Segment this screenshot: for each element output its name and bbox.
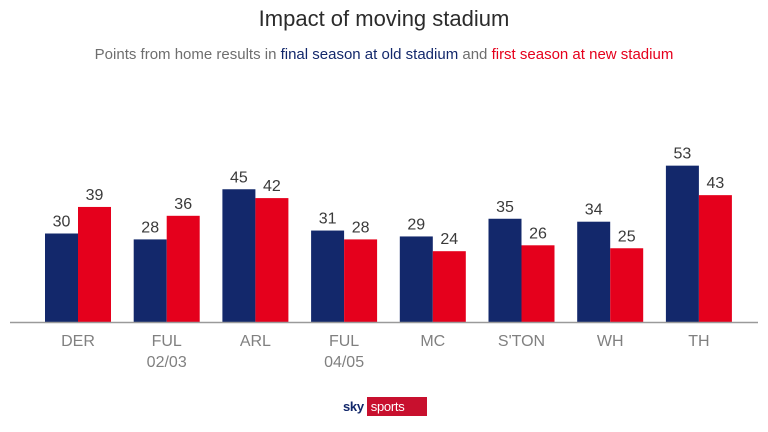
data-label-new-4: 24: [440, 231, 458, 248]
bar-new-3: [344, 239, 378, 322]
category-label-3-0: FUL: [329, 333, 359, 350]
bar-old-5: [488, 218, 522, 322]
data-label-old-3: 31: [319, 211, 337, 228]
bar-old-6: [577, 221, 611, 322]
data-label-old-1: 28: [141, 219, 159, 236]
data-label-old-0: 30: [53, 214, 71, 231]
bar-new-1: [166, 215, 200, 322]
bar-old-2: [222, 189, 256, 322]
subtitle-middle: and: [458, 46, 492, 63]
bar-old-0: [45, 233, 78, 322]
bar-old-7: [665, 165, 699, 322]
category-label-1-0: FUL: [152, 333, 182, 350]
data-label-new-7: 43: [707, 175, 725, 192]
data-label-new-1: 36: [174, 196, 192, 213]
data-label-old-4: 29: [407, 216, 425, 233]
data-label-new-5: 26: [529, 225, 547, 242]
category-label-6-0: WH: [597, 333, 624, 350]
bar-new-4: [432, 251, 466, 322]
bar-new-5: [521, 245, 555, 322]
bar-old-3: [311, 230, 345, 322]
category-label-1-1: 02/03: [147, 354, 187, 371]
subtitle-series-old: final season at old stadium: [280, 46, 459, 63]
data-label-new-3: 28: [352, 219, 370, 236]
bar-new-2: [255, 198, 289, 322]
data-label-old-6: 34: [585, 202, 603, 219]
data-label-new-0: 39: [86, 187, 104, 204]
logo-sky-text: sky: [341, 397, 367, 416]
category-label-7-0: TH: [688, 333, 709, 350]
subtitle-series-new: first season at new stadium: [491, 46, 674, 63]
category-label-3-1: 04/05: [324, 354, 364, 371]
bar-old-1: [133, 239, 167, 322]
category-label-5-0: S'TON: [498, 333, 545, 350]
sky-sports-logo: sky sports: [341, 397, 427, 416]
data-label-old-2: 45: [230, 169, 248, 186]
subtitle-prefix: Points from home results in: [94, 46, 281, 63]
chart-subtitle: Points from home results in final season…: [0, 46, 768, 63]
chart-title: Impact of moving stadium: [258, 6, 510, 31]
data-label-new-2: 42: [263, 178, 281, 195]
data-label-old-7: 53: [674, 146, 692, 163]
bar-new-7: [698, 195, 732, 322]
data-label-new-6: 25: [618, 228, 636, 245]
category-label-2-0: ARL: [240, 333, 271, 350]
category-label-0-0: DER: [61, 333, 95, 350]
bar-new-0: [78, 206, 111, 322]
logo-sports-text: sports: [366, 397, 427, 416]
category-label-4-0: MC: [420, 333, 445, 350]
bar-new-6: [610, 248, 644, 322]
data-label-old-5: 35: [496, 199, 514, 216]
bar-old-4: [399, 236, 433, 322]
